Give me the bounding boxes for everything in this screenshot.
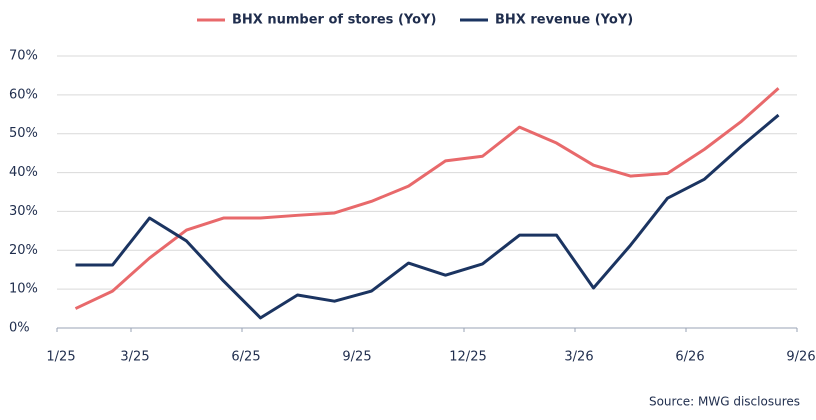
x-tick-label: 1/25	[46, 350, 75, 365]
x-tick-label: 3/25	[120, 350, 149, 365]
series-line	[75, 113, 780, 320]
legend-label: BHX revenue (YoY)	[495, 13, 633, 28]
y-tick-label: 50%	[9, 126, 38, 141]
x-tick-label: 9/26	[786, 350, 815, 365]
y-tick-label: 0%	[9, 321, 30, 336]
x-tick-label: 9/25	[342, 350, 371, 365]
x-tick-label: 6/26	[675, 350, 704, 365]
y-tick-label: 30%	[9, 204, 38, 219]
x-tick-label: 12/25	[449, 350, 486, 365]
x-tick-label: 6/25	[231, 350, 260, 365]
y-tick-label: 40%	[9, 165, 38, 180]
y-tick-label: 70%	[9, 49, 38, 64]
y-tick-label: 20%	[9, 243, 38, 258]
source: Source: MWG disclosures	[649, 395, 800, 409]
legend-label: BHX number of stores (YoY)	[232, 13, 436, 28]
y-tick-label: 10%	[9, 282, 38, 297]
series-line	[74, 87, 780, 310]
y-tick-label: 60%	[9, 87, 38, 102]
x-tick-label: 3/26	[564, 350, 593, 365]
